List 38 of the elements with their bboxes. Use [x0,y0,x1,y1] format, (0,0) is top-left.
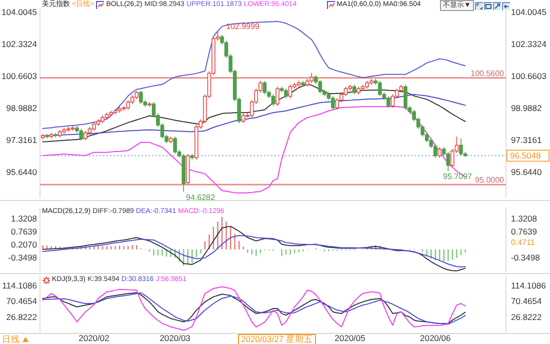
y-tick-label: 0.7639 [11,226,38,236]
text: 0.4711 [511,238,535,247]
y-tick-label: 98.9882 [6,103,38,114]
y-tick-label: 0.2070 [11,240,38,250]
y-tick-label: 100.6603 [2,70,38,81]
y-tick-label: 26.8222 [6,312,38,322]
text: 2020/03/27 星期五 [238,334,316,344]
x-tick-label: 2020/03 [160,333,191,343]
y-tick-label: 1.3208 [11,213,38,224]
ref-line-label: 95.0000 [475,176,505,185]
y2-tick-label: -0.3498 [511,252,540,263]
y2-tick-label: 0.7639 [511,226,538,236]
y2-tick-label: 104.0045 [511,6,547,17]
y-tick-label: 70.4654 [6,296,38,306]
y-tick-label: 102.3324 [2,38,38,49]
y-tick-label: -0.3498 [8,252,38,263]
y2-tick-label: 26.8222 [511,312,542,322]
ref-line-label: 96.5048 [510,150,541,161]
x-tick-label: 2020/05 [334,333,366,343]
y-tick-label: 95.6440 [6,167,38,178]
y-tick-label: 104.0045 [2,6,38,17]
y2-tick-label: 98.9882 [511,103,542,114]
y-tick-label: 114.1086 [2,280,38,290]
annotation: 102.9999 [226,22,260,31]
y2-tick-label: 114.1086 [511,280,546,290]
y2-tick-label: 100.6603 [511,70,547,81]
x-tick-label: 2020/02 [78,333,110,343]
y-tick-label: 97.3161 [6,135,38,146]
annotation: 95.7097 [443,172,472,181]
y2-tick-label: 102.3324 [511,38,547,49]
text: 日线 [2,334,20,344]
y2-tick-label: 1.3208 [511,213,538,224]
ref-line-label: 100.5600 [470,68,505,78]
annotation: 94.6282 [186,193,215,202]
y2-tick-label: 95.6440 [511,167,542,178]
x-tick-label: 2020/06 [420,333,451,343]
y2-tick-label: 70.4654 [511,296,542,306]
y2-tick-label: 97.3161 [511,135,542,146]
